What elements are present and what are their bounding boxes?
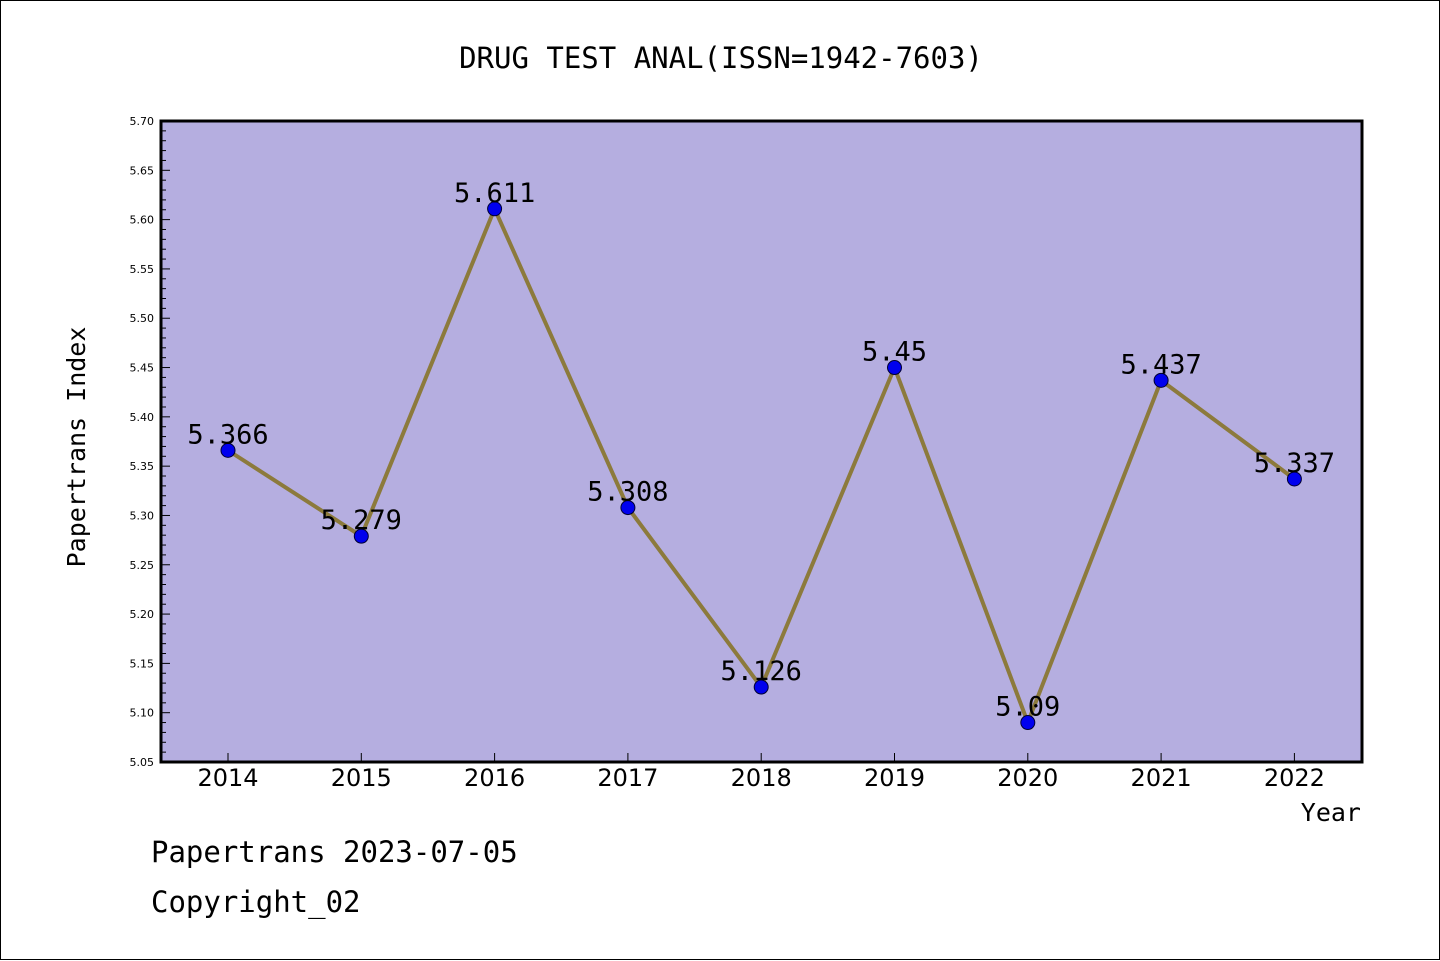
data-label: 5.308 <box>587 477 668 508</box>
data-point <box>1286 471 1302 487</box>
data-label: 5.45 <box>862 337 927 368</box>
y-tick-label: 5.30 <box>130 509 155 522</box>
x-tick-label: 2021 <box>1131 764 1192 792</box>
data-point <box>620 500 636 516</box>
y-tick-label: 5.05 <box>130 756 155 769</box>
data-point <box>220 442 236 458</box>
y-tick-label: 5.60 <box>130 214 155 227</box>
footer-date-text: Papertrans 2023-07-05 <box>151 835 518 869</box>
y-tick-label: 5.10 <box>130 707 155 720</box>
footer-copyright-text: Copyright_02 <box>151 885 361 919</box>
x-tick-label: 2016 <box>464 764 525 792</box>
chart-title: DRUG TEST ANAL(ISSN=1942-7603) <box>459 41 983 75</box>
y-tick-label: 5.15 <box>130 657 155 670</box>
y-tick-label: 5.70 <box>130 115 155 128</box>
data-point <box>1153 372 1169 388</box>
x-tick-label: 2019 <box>864 764 925 792</box>
data-label: 5.126 <box>721 656 802 687</box>
y-tick-label: 5.25 <box>130 559 155 572</box>
x-tick-label: 2022 <box>1264 764 1325 792</box>
data-point <box>1020 715 1036 731</box>
x-tick-label: 2020 <box>997 764 1058 792</box>
x-axis-label: Year <box>1301 798 1361 827</box>
data-point <box>353 528 369 544</box>
x-tick-label: 2017 <box>597 764 658 792</box>
data-label: 5.437 <box>1120 349 1201 380</box>
y-axis-label: Papertrans Index <box>62 327 91 568</box>
x-tick-label: 2018 <box>731 764 792 792</box>
y-tick-label: 5.20 <box>130 608 155 621</box>
data-point <box>487 201 503 217</box>
data-point <box>887 360 902 376</box>
data-labels-group: 5.366 5.279 5.611 5.308 5.126 5.45 5.09 5.437 5.… <box>187 178 1335 723</box>
y-tick-label: 5.65 <box>130 164 155 177</box>
y-tick-label: 5.40 <box>130 411 155 424</box>
data-label: 5.366 <box>187 419 268 450</box>
y-tick-label: 5.35 <box>130 460 155 473</box>
y-tick-label: 5.45 <box>130 362 155 375</box>
plot-area <box>159 119 1364 764</box>
x-axis: 2014 2015 2016 2017 2018 2019 2020 2021 2022 <box>197 753 1325 792</box>
data-label: 5.611 <box>454 178 535 209</box>
x-tick-label: 2014 <box>197 764 258 792</box>
y-tick-label: 5.50 <box>130 312 155 325</box>
x-tick-label: 2015 <box>331 764 392 792</box>
y-axis: 5.05 5.10 5.15 5.20 5.25 5.30 5.35 5.40 5.45 5.50… <box>130 115 170 769</box>
data-label: 5.279 <box>321 505 402 536</box>
markers-group <box>220 201 1302 731</box>
data-point <box>753 679 769 695</box>
data-label: 5.337 <box>1254 448 1335 479</box>
data-label: 5.09 <box>995 692 1060 723</box>
y-tick-label: 5.55 <box>130 263 155 276</box>
